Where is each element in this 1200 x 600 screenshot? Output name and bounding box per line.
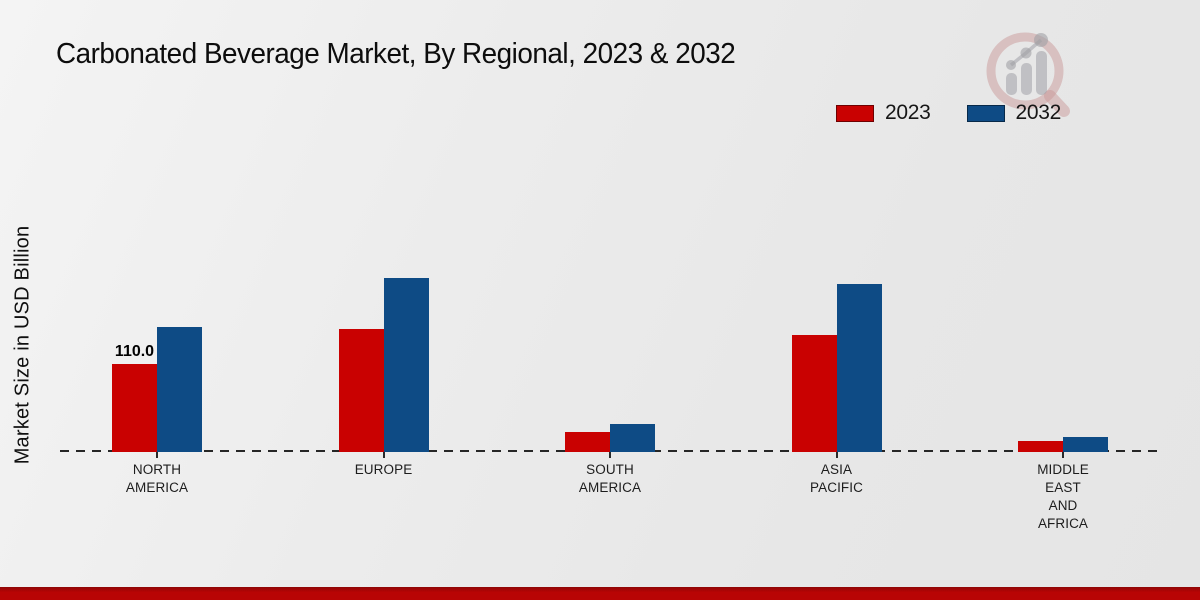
- legend-swatch-2023: [836, 104, 874, 122]
- x-axis-tick: [156, 452, 158, 458]
- bar-2032-middle-east-and-africa: [1063, 436, 1108, 452]
- bar-value-label: 110.0: [114, 343, 155, 360]
- x-tick-label-north-america: NORTH AMERICA: [125, 462, 189, 496]
- legend-item-2032: 2032: [966, 101, 1062, 125]
- legend-item-2023: 2023: [836, 101, 931, 125]
- bar-2023-north-america: [112, 364, 157, 452]
- bar-2032-asia-pacific: [836, 284, 882, 452]
- x-tick-label-asia-pacific: ASIA PACIFIC: [810, 462, 863, 496]
- bar-2032-north-america: [157, 327, 202, 452]
- bar-2023-europe: [338, 328, 384, 452]
- legend-swatch-2032: [966, 104, 1005, 122]
- bar-2023-south-america: [565, 432, 610, 452]
- chart-title: Carbonated Beverage Market, By Regional,…: [56, 38, 736, 70]
- legend-label-2023: 2023: [885, 101, 931, 124]
- x-tick-label-middle-east-and-africa: MIDDLE EAST AND AFRICA: [1037, 462, 1089, 532]
- x-tick-label-europe: EUROPE: [354, 462, 413, 477]
- bar-2032-south-america: [610, 424, 655, 452]
- x-tick-label-south-america: SOUTH AMERICA: [578, 462, 642, 496]
- x-axis-tick: [609, 452, 611, 458]
- legend: 2023 2032: [836, 101, 1061, 125]
- x-axis-tick: [835, 452, 838, 458]
- x-axis-tick: [382, 452, 385, 458]
- x-axis-tick: [1062, 452, 1064, 458]
- legend-label-2032: 2032: [1015, 101, 1062, 124]
- bar-2032-europe: [383, 277, 429, 452]
- magnifier-bar-chart-logo-icon: [986, 32, 1070, 117]
- bar-2023-asia-pacific: [791, 335, 837, 452]
- footer-red-bar: [0, 587, 1200, 600]
- bar-2023-middle-east-and-africa: [1018, 440, 1063, 452]
